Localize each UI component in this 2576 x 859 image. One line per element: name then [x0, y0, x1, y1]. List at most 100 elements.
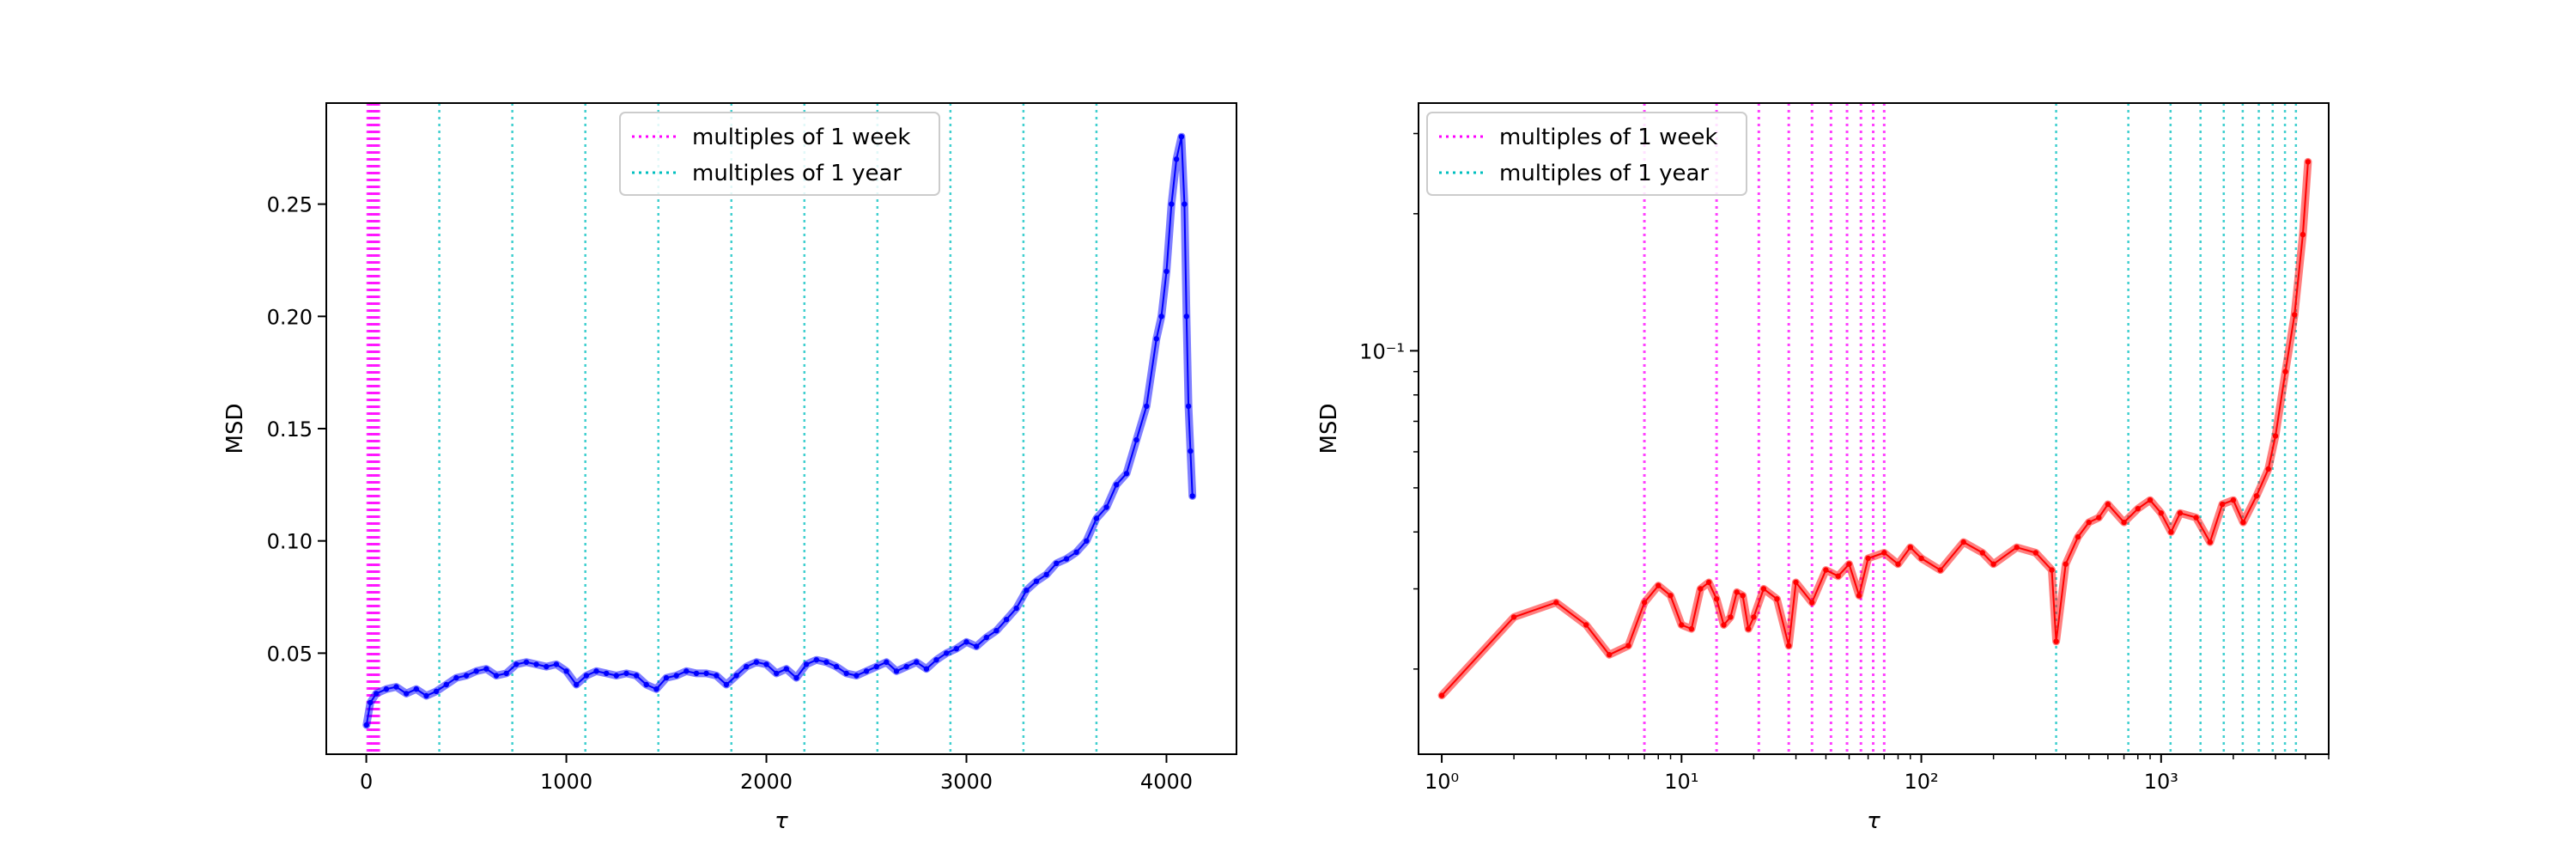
msd-point: [1793, 579, 1799, 586]
msd-point: [1721, 622, 1727, 628]
msd-point: [1114, 482, 1120, 488]
msd-point: [1144, 403, 1150, 410]
msd-point: [1895, 561, 1901, 567]
x-tick-label: 10³: [2144, 770, 2178, 794]
msd-point: [2282, 369, 2288, 375]
msd-point: [1856, 593, 1862, 599]
msd-point: [673, 673, 679, 679]
msd-point: [2305, 159, 2312, 165]
msd-point: [1073, 549, 1079, 555]
msd-point: [1063, 556, 1070, 562]
msd-point: [383, 686, 390, 692]
msd-point: [863, 668, 870, 674]
x-tick-label: 4000: [1140, 770, 1193, 794]
msd-point: [953, 646, 960, 652]
msd-point: [2105, 501, 2111, 508]
x-tick-label: 10²: [1904, 770, 1938, 794]
msd-point: [1688, 625, 1695, 632]
msd-point: [1438, 692, 1445, 698]
msd-point: [1907, 545, 1913, 551]
msd-point: [923, 666, 930, 672]
linear-x-axis-label: τ: [775, 808, 788, 834]
linear-reference-lines: [366, 103, 1098, 754]
msd-point: [1093, 515, 1100, 521]
msd-point: [1553, 600, 1559, 606]
msd-point: [843, 670, 849, 677]
msd-point: [443, 681, 449, 688]
msd-point: [893, 668, 900, 674]
msd-point: [404, 691, 410, 697]
y-tick-label: 0.20: [267, 305, 313, 329]
msd-point: [903, 663, 909, 670]
loglog-x-axis-label: τ: [1867, 808, 1880, 834]
msd-point: [1990, 561, 1996, 567]
msd-point: [2219, 501, 2226, 508]
msd-point: [613, 673, 619, 679]
msd-point: [1774, 596, 1780, 602]
msd-point: [714, 673, 720, 679]
msd-point: [783, 666, 789, 672]
msd-point: [753, 659, 760, 665]
msd-point: [553, 661, 560, 667]
msd-point: [473, 668, 479, 674]
msd-point: [1760, 586, 1767, 592]
linear-y-axis-label: MSD: [222, 404, 248, 454]
msd-point: [2121, 519, 2127, 526]
msd-point: [363, 722, 369, 728]
msd-point: [1033, 578, 1040, 584]
msd-point: [1103, 504, 1109, 510]
msd-point: [774, 670, 780, 677]
msd-point: [413, 686, 419, 692]
msd-point: [1183, 314, 1190, 320]
msd-point: [873, 663, 879, 670]
msd-point: [523, 659, 530, 665]
loglog-msd-series: [1437, 157, 2312, 700]
linear-legend: multiples of 1 week multiples of 1 year: [619, 112, 940, 196]
msd-point: [1656, 582, 1662, 588]
msd-point: [1679, 622, 1685, 628]
msd-point: [1979, 550, 1985, 556]
y-tick-label: 0.25: [267, 193, 313, 217]
msd-point: [653, 686, 659, 692]
msd-point: [2272, 433, 2279, 439]
msd-point: [2049, 567, 2055, 573]
x-tick-label: 10⁰: [1425, 770, 1459, 794]
msd-point: [1881, 550, 1887, 556]
msd-point: [574, 681, 580, 688]
msd-point: [2014, 545, 2020, 551]
msd-point: [1740, 593, 1746, 599]
msd-point: [463, 673, 470, 679]
loglog-axis-ticks: 10⁰ 10¹ 10² 10³ 10⁻¹: [1359, 132, 2330, 794]
y-tick-label: 0.10: [267, 530, 313, 554]
msd-point: [763, 661, 769, 667]
msd-point: [1158, 314, 1164, 320]
msd-point: [1641, 600, 1648, 606]
loglog-legend: multiples of 1 week multiples of 1 year: [1426, 112, 1747, 196]
msd-point: [604, 670, 610, 677]
msd-point: [983, 634, 990, 641]
msd-point: [1625, 643, 1631, 649]
msd-point: [483, 666, 489, 672]
msd-point: [1153, 336, 1160, 342]
msd-point: [2207, 539, 2213, 545]
y-tick-label: 10⁻¹: [1359, 339, 1405, 363]
msd-point: [593, 668, 599, 674]
msd-point: [368, 699, 374, 706]
msd-point: [453, 674, 459, 681]
msd-point: [703, 670, 709, 677]
linear-legend-box: [619, 112, 940, 196]
msd-point: [503, 670, 509, 677]
msd-point: [1510, 614, 1517, 620]
msd-point: [733, 673, 739, 679]
msd-point: [2265, 466, 2271, 472]
msd-point: [1746, 625, 1752, 632]
msd-point: [884, 659, 890, 665]
msd-point: [513, 661, 519, 667]
msd-point: [813, 657, 819, 663]
msd-point: [2240, 519, 2246, 526]
linear-axis-ticks: 0 1000 2000 3000 4000 0.05 0.10 0.15 0.20 0.25: [267, 193, 1193, 794]
msd-point: [1583, 622, 1589, 628]
msd-point: [1133, 436, 1139, 443]
msd-point: [2147, 497, 2154, 503]
